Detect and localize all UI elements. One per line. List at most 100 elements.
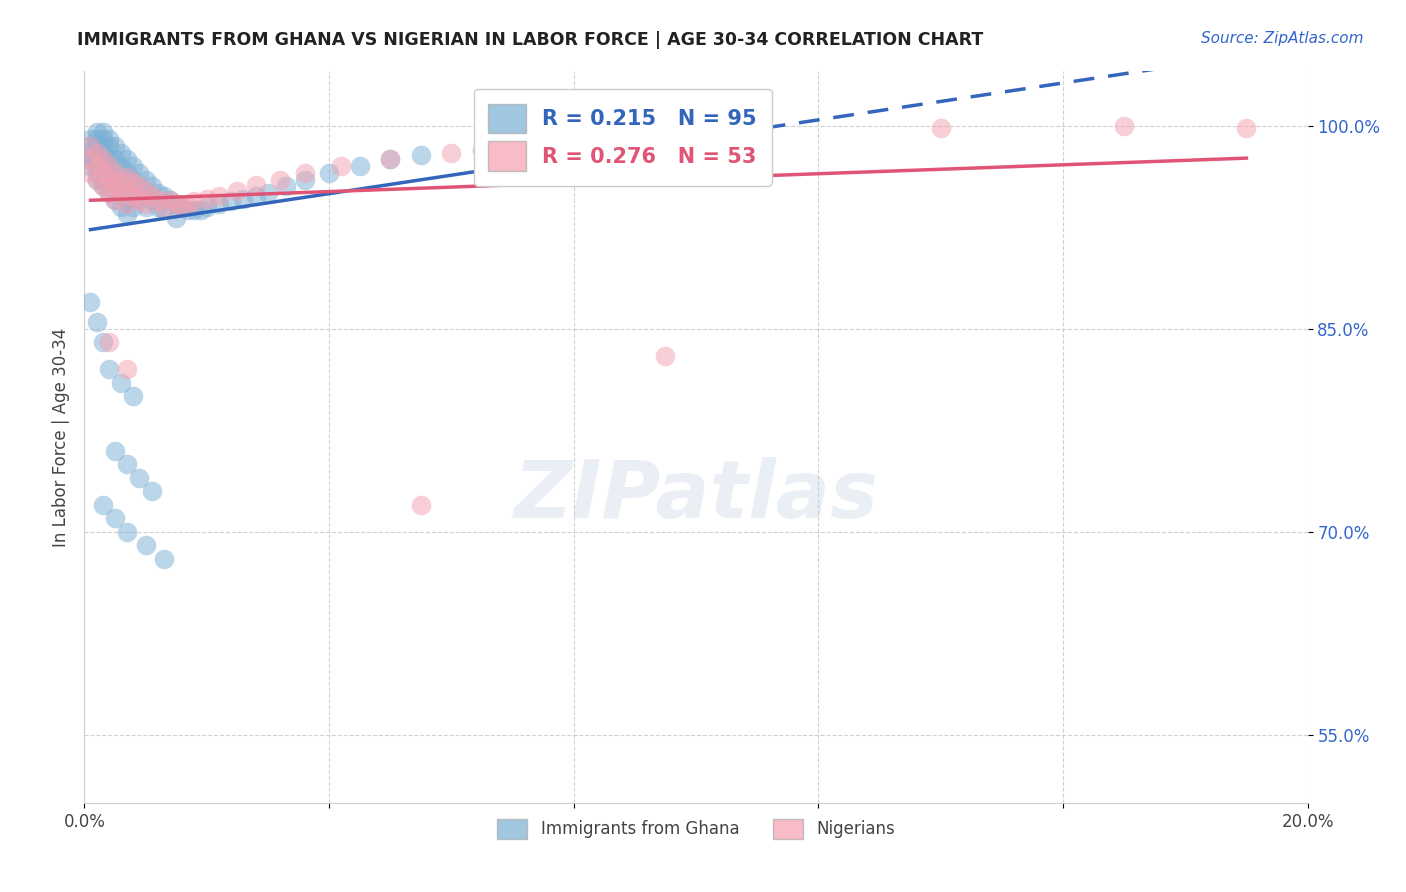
Point xyxy=(115,153,138,167)
Point xyxy=(1114,119,1136,133)
Point xyxy=(245,178,267,193)
Point xyxy=(153,552,176,566)
Point xyxy=(122,176,145,190)
Point xyxy=(183,202,205,217)
Point xyxy=(747,127,769,141)
Point xyxy=(110,186,132,201)
Legend: Immigrants from Ghana, Nigerians: Immigrants from Ghana, Nigerians xyxy=(491,812,901,846)
Point xyxy=(165,211,187,225)
Point xyxy=(115,193,138,207)
Point xyxy=(97,362,120,376)
Point xyxy=(208,197,231,211)
Point xyxy=(122,389,145,403)
Point xyxy=(86,139,108,153)
Point xyxy=(135,538,157,552)
Point xyxy=(562,135,585,149)
Point xyxy=(115,457,138,471)
Point xyxy=(97,139,120,153)
Point xyxy=(97,159,120,173)
Point xyxy=(135,184,157,198)
Point xyxy=(1236,121,1258,136)
Point xyxy=(177,197,200,211)
Point xyxy=(115,179,138,194)
Point xyxy=(294,172,316,186)
Point xyxy=(86,172,108,186)
Point xyxy=(104,179,127,194)
Point xyxy=(245,189,267,203)
Point xyxy=(440,145,463,160)
Point xyxy=(110,145,132,160)
Y-axis label: In Labor Force | Age 30-34: In Labor Force | Age 30-34 xyxy=(52,327,70,547)
Point xyxy=(115,524,138,539)
Point xyxy=(86,159,108,173)
Point xyxy=(104,193,127,207)
Point xyxy=(104,153,127,167)
Point xyxy=(141,179,163,194)
Point xyxy=(165,197,187,211)
Point xyxy=(86,166,108,180)
Point xyxy=(79,159,101,173)
Point xyxy=(86,159,108,173)
Point xyxy=(624,132,647,146)
Point xyxy=(104,193,127,207)
Point xyxy=(276,179,298,194)
Point xyxy=(122,186,145,201)
Point xyxy=(135,197,157,211)
Point xyxy=(91,132,114,146)
Point xyxy=(172,200,194,214)
Point xyxy=(128,179,150,194)
Point xyxy=(115,362,138,376)
Point xyxy=(135,200,157,214)
Point xyxy=(153,200,176,214)
Point xyxy=(159,193,181,207)
Point xyxy=(91,335,114,350)
Text: Source: ZipAtlas.com: Source: ZipAtlas.com xyxy=(1201,31,1364,46)
Point xyxy=(929,121,952,136)
Point xyxy=(654,349,676,363)
Point xyxy=(104,511,127,525)
Point xyxy=(91,179,114,194)
Point xyxy=(531,139,554,153)
Point xyxy=(79,132,101,146)
Point xyxy=(195,192,218,206)
Point xyxy=(79,139,101,153)
Point xyxy=(110,186,132,201)
Point xyxy=(91,498,114,512)
Point xyxy=(128,193,150,207)
Point xyxy=(91,172,114,186)
Text: ZIPatlas: ZIPatlas xyxy=(513,457,879,534)
Point xyxy=(91,166,114,180)
Point xyxy=(86,132,108,146)
Point xyxy=(122,159,145,173)
Point xyxy=(190,202,212,217)
Point xyxy=(141,189,163,203)
Point xyxy=(232,192,254,206)
Point xyxy=(409,148,432,162)
Point xyxy=(146,186,169,201)
Point xyxy=(128,166,150,180)
Point xyxy=(115,197,138,211)
Point xyxy=(128,179,150,194)
Point xyxy=(79,294,101,309)
Point xyxy=(86,315,108,329)
Point xyxy=(159,193,181,207)
Text: IMMIGRANTS FROM GHANA VS NIGERIAN IN LABOR FORCE | AGE 30-34 CORRELATION CHART: IMMIGRANTS FROM GHANA VS NIGERIAN IN LAB… xyxy=(77,31,984,49)
Point xyxy=(183,194,205,209)
Point xyxy=(110,159,132,173)
Point xyxy=(91,166,114,180)
Point xyxy=(294,166,316,180)
Point xyxy=(177,202,200,217)
Point xyxy=(86,153,108,167)
Point xyxy=(226,184,249,198)
Point xyxy=(409,498,432,512)
Point xyxy=(330,159,353,173)
Point xyxy=(86,145,108,160)
Point xyxy=(471,143,494,157)
Point xyxy=(219,194,242,209)
Point xyxy=(97,172,120,186)
Point xyxy=(91,153,114,167)
Point xyxy=(115,166,138,180)
Point xyxy=(104,166,127,180)
Point xyxy=(146,200,169,214)
Point xyxy=(97,186,120,201)
